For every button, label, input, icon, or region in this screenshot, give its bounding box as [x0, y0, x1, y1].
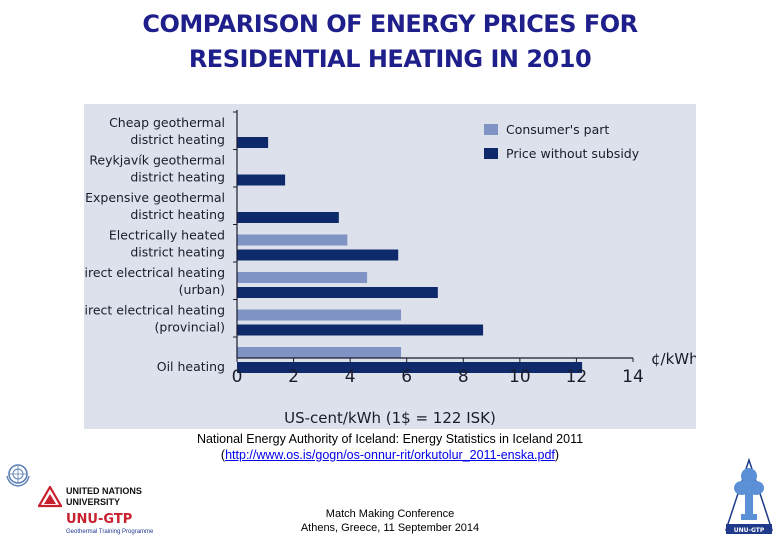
legend-label: Consumer's part [506, 122, 609, 137]
footer-location-date: Athens, Greece, 11 September 2014 [300, 522, 480, 534]
axes: 0 2 4 6 8 10 12 14 ¢/kWh US-cent/kWh (1$ = 122 IS… [232, 110, 696, 427]
source-link[interactable]: http://www.os.is/gogn/os-onnur-rit/orkut… [225, 448, 555, 462]
legend-swatch [484, 148, 498, 159]
category-labels: Cheap geothermal district heating Reykjaví… [84, 115, 225, 374]
title-line-1: COMPARISON OF ENERGY PRICES FOR [142, 10, 638, 38]
legend-label: Price without subsidy [506, 146, 640, 161]
source-citation: National Energy Authority of Iceland: En… [196, 432, 584, 446]
unu-gtp-badge-icon: UNU-GTP [724, 458, 774, 534]
category-label: Electrically heated [109, 228, 225, 243]
category-label: (provincial) [155, 320, 225, 335]
x-tick-label: 0 [232, 367, 243, 387]
bar-consumers-part [237, 309, 402, 321]
x-tick-label: 10 [509, 367, 531, 387]
legend-swatch [484, 124, 498, 135]
category-label: Reykjavík geothermal [89, 153, 225, 168]
bar-price-without-subsidy [237, 362, 583, 373]
category-label: Direct electrical heating [84, 303, 225, 318]
unugtp-title: UNU-GTP [66, 512, 133, 527]
category-label: district heating [130, 170, 225, 185]
bar-price-without-subsidy [237, 287, 438, 298]
x-tick-label: 12 [566, 367, 588, 387]
category-label: (urban) [179, 282, 225, 297]
bar-price-without-subsidy [237, 249, 399, 261]
bar-consumers-part [237, 347, 402, 358]
category-label: district heating [130, 207, 225, 222]
gtp-badge-text: UNU-GTP [734, 527, 765, 534]
x-tick-label: 6 [401, 367, 412, 387]
category-label: district heating [130, 132, 225, 147]
x-axis-label: US-cent/kWh (1$ = 122 ISK) [284, 409, 496, 427]
bar-price-without-subsidy [237, 137, 269, 148]
bar-consumers-part [237, 234, 348, 246]
unugtp-subtitle: Geothermal Training Programme [66, 529, 154, 535]
source-link-line: (http://www.os.is/gogn/os-onnur-rit/orku… [220, 448, 560, 462]
x-tick-label: 2 [288, 367, 299, 387]
x-tick-label: 8 [458, 367, 469, 387]
un-emblem-icon [6, 464, 30, 487]
bar-price-without-subsidy [237, 174, 286, 186]
bar-price-without-subsidy [237, 324, 484, 336]
unit-label: ¢/kWh [651, 350, 696, 368]
chart-panel: Cheap geothermal district heating Reykjaví… [84, 104, 696, 429]
title-line-2: RESIDENTIAL HEATING IN 2010 [188, 45, 592, 73]
category-label: Cheap geothermal [109, 115, 225, 130]
unu-logo-icon [38, 486, 62, 508]
bars [237, 137, 583, 373]
category-label: Direct electrical heating [84, 265, 225, 280]
unu-name: UNITED NATIONS UNIVERSITY [66, 486, 142, 508]
unu-line-2: UNIVERSITY [66, 497, 121, 507]
bar-consumers-part [237, 272, 368, 283]
x-tick-label: 4 [345, 367, 356, 387]
category-label: Oil heating [157, 359, 225, 374]
bar-price-without-subsidy [237, 212, 339, 223]
x-tick-label: 14 [622, 367, 644, 387]
unu-line-1: UNITED NATIONS [66, 486, 142, 496]
category-label: district heating [130, 245, 225, 260]
legend: Consumer's part Price without subsidy [484, 122, 640, 161]
category-label: Expensive geothermal [85, 190, 225, 205]
footer-conference: Match Making Conference [325, 508, 455, 520]
chart-svg: Cheap geothermal district heating Reykjaví… [84, 110, 696, 427]
